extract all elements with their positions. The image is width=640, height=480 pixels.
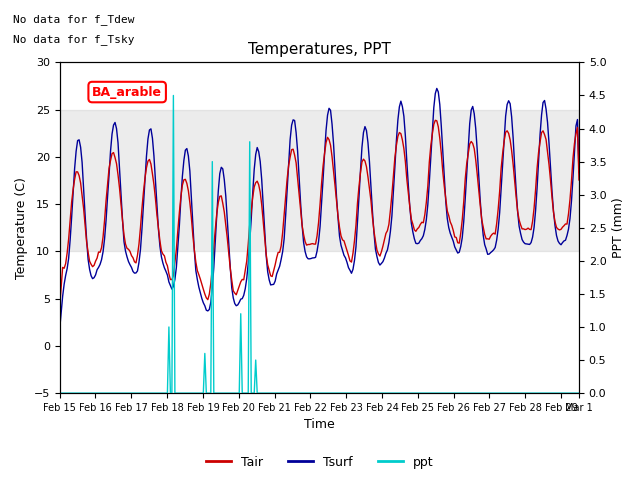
- Y-axis label: Temperature (C): Temperature (C): [15, 177, 28, 279]
- Title: Temperatures, PPT: Temperatures, PPT: [248, 42, 391, 57]
- Text: BA_arable: BA_arable: [92, 85, 162, 98]
- Text: No data for f_Tsky: No data for f_Tsky: [13, 34, 134, 45]
- Bar: [60, 109, 579, 252]
- Y-axis label: PPT (mm): PPT (mm): [612, 197, 625, 258]
- Legend: Tair, Tsurf, ppt: Tair, Tsurf, ppt: [202, 451, 438, 474]
- Text: No data for f_Tdew: No data for f_Tdew: [13, 14, 134, 25]
- X-axis label: Time: Time: [304, 419, 335, 432]
